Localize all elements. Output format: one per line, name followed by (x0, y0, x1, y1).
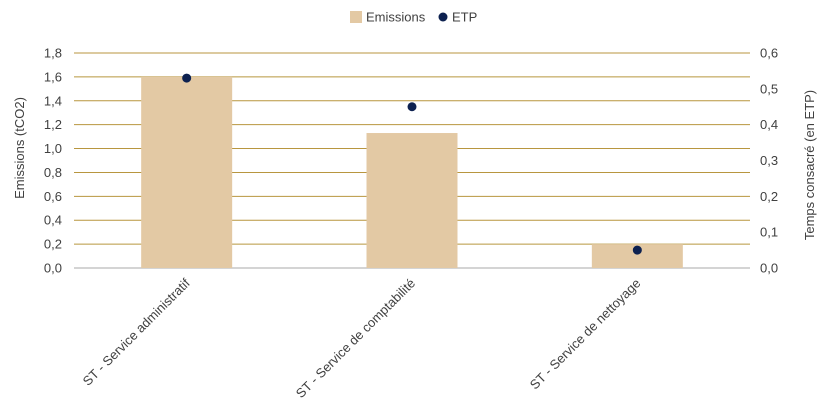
category-label: ST - Service de nettoyage (527, 276, 644, 393)
right-axis-ticks: 0,0 0,1 0,2 0,3 0,4 0,5 0,6 (760, 46, 778, 276)
left-tick-label: 1,8 (44, 46, 62, 61)
etp-point (632, 245, 642, 255)
left-tick-label: 1,4 (44, 93, 62, 108)
right-axis-title: Temps consacré (en ETP) (802, 90, 817, 240)
left-tick-label: 1,6 (44, 69, 62, 84)
left-tick-label: 1,0 (44, 141, 62, 156)
etp-points (182, 73, 642, 255)
left-tick-label: 0,2 (44, 237, 62, 252)
category-label: ST - Service de comptabilité (293, 276, 418, 401)
left-tick-label: 0,6 (44, 189, 62, 204)
left-tick-label: 0,0 (44, 261, 62, 276)
etp-point (182, 73, 192, 83)
right-tick-label: 0,6 (760, 46, 778, 61)
etp-point (407, 102, 417, 112)
left-tick-label: 1,2 (44, 117, 62, 132)
legend-label-etp: ETP (452, 10, 477, 25)
legend-swatch-emissions (350, 11, 362, 23)
right-tick-label: 0,0 (760, 261, 778, 276)
emissions-bars (141, 76, 683, 268)
right-tick-label: 0,5 (760, 81, 778, 96)
emissions-bar (591, 244, 683, 268)
left-tick-label: 0,4 (44, 213, 62, 228)
right-tick-label: 0,2 (760, 189, 778, 204)
emissions-bar (366, 133, 458, 268)
legend-marker-etp (438, 12, 448, 22)
right-tick-label: 0,4 (760, 117, 778, 132)
category-label: ST - Service administratif (80, 275, 193, 388)
category-axis-labels: ST - Service administratif ST - Service d… (80, 275, 644, 401)
emissions-bar (141, 76, 233, 268)
left-axis-ticks: 0,0 0,2 0,4 0,6 0,8 1,0 1,2 1,4 1,6 1,8 (44, 46, 62, 276)
right-tick-label: 0,1 (760, 225, 778, 240)
left-tick-label: 0,8 (44, 165, 62, 180)
legend-label-emissions: Emissions (366, 10, 426, 25)
chart-legend: Emissions ETP (350, 10, 477, 25)
left-axis-title: Emissions (tCO2) (12, 97, 27, 199)
right-tick-label: 0,3 (760, 153, 778, 168)
